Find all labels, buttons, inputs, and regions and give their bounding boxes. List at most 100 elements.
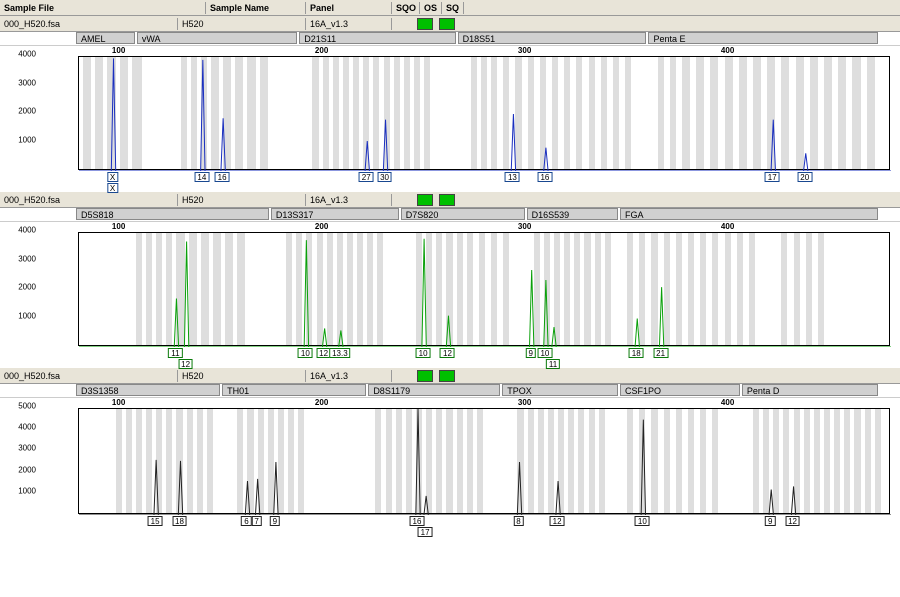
locus-label[interactable]: CSF1PO [620, 384, 740, 396]
y-axis-tick: 2000 [18, 283, 36, 292]
sqo-status-empty [395, 18, 411, 30]
y-axis-tick: 4000 [18, 226, 36, 235]
quality-indicator [417, 18, 433, 30]
meta-sample-file: 000_H520.fsa [0, 18, 178, 30]
quality-indicator [417, 194, 433, 206]
allele-call[interactable]: 16 [215, 172, 230, 182]
y-axis-tick: 3000 [18, 254, 36, 263]
meta-panel: 16A_v1.3 [306, 370, 392, 382]
locus-label[interactable]: AMEL [76, 32, 135, 44]
y-axis-tick: 2000 [18, 107, 36, 116]
quality-indicator [439, 18, 455, 30]
allele-call[interactable]: 11 [546, 359, 560, 369]
locus-label[interactable]: vWA [137, 32, 297, 44]
trace-line [79, 233, 891, 347]
locus-label[interactable]: D21S11 [299, 32, 455, 44]
allele-call[interactable]: X [107, 172, 118, 182]
y-axis-tick: 2000 [18, 465, 36, 474]
allele-call[interactable]: X [107, 183, 118, 193]
allele-call[interactable]: 10 [416, 348, 431, 358]
x-axis-tick: 400 [721, 398, 734, 407]
x-axis-tick: 300 [518, 398, 531, 407]
allele-call[interactable]: 17 [765, 172, 780, 182]
allele-call[interactable]: 10 [537, 348, 552, 358]
locus-header-row: AMELvWAD21S11D18S51Penta E [0, 32, 900, 46]
col-sq[interactable]: SQ [442, 2, 464, 14]
plot-area[interactable] [78, 56, 890, 170]
allele-call[interactable]: 12 [440, 348, 455, 358]
locus-label[interactable]: FGA [620, 208, 878, 220]
plot-area[interactable] [78, 408, 890, 514]
sample-meta-row: 000_H520.fsaH52016A_v1.3 [0, 192, 900, 208]
plot-area[interactable] [78, 232, 890, 346]
electropherogram-panel: 000_H520.fsaH52016A_v1.3D3S1358TH01D8S11… [0, 368, 900, 530]
allele-call[interactable]: 27 [359, 172, 374, 182]
locus-label[interactable]: TPOX [502, 384, 618, 396]
quality-indicator [439, 370, 455, 382]
chart-area[interactable]: 1002003004001000200030004000500015186791… [40, 398, 890, 530]
locus-label[interactable]: D3S1358 [76, 384, 220, 396]
y-axis-tick: 3000 [18, 444, 36, 453]
locus-header-row: D3S1358TH01D8S1179TPOXCSF1POPenta D [0, 384, 900, 398]
x-axis-tick: 400 [721, 222, 734, 231]
allele-call[interactable]: 9 [765, 516, 775, 526]
locus-label[interactable]: D13S317 [271, 208, 399, 220]
locus-label[interactable]: Penta E [648, 32, 877, 44]
col-panel[interactable]: Panel [306, 2, 392, 14]
col-os[interactable]: OS [420, 2, 442, 14]
allele-call[interactable]: 20 [797, 172, 812, 182]
allele-call[interactable]: 6 [241, 516, 251, 526]
y-axis-tick: 1000 [18, 311, 36, 320]
sample-meta-row: 000_H520.fsaH52016A_v1.3 [0, 368, 900, 384]
locus-label[interactable]: Penta D [742, 384, 878, 396]
allele-call[interactable]: 10 [298, 348, 313, 358]
y-axis-tick: 4000 [18, 50, 36, 59]
allele-call[interactable]: 7 [251, 516, 261, 526]
allele-call[interactable]: 12 [550, 516, 565, 526]
meta-sample-file: 000_H520.fsa [0, 194, 178, 206]
x-axis-tick: 300 [518, 46, 531, 55]
allele-call[interactable]: 16 [537, 172, 552, 182]
allele-call[interactable]: 10 [635, 516, 650, 526]
y-axis-tick: 1000 [18, 135, 36, 144]
quality-indicator [439, 194, 455, 206]
allele-call[interactable]: 17 [418, 527, 433, 537]
chart-area[interactable]: 1002003004001000200030004000XX1416273013… [40, 46, 890, 186]
allele-call[interactable]: 9 [270, 516, 280, 526]
allele-call[interactable]: 18 [172, 516, 187, 526]
trace-line [79, 57, 891, 171]
allele-call[interactable]: 21 [653, 348, 668, 358]
allele-call[interactable]: 8 [513, 516, 523, 526]
allele-call[interactable]: 12 [785, 516, 800, 526]
col-sqo[interactable]: SQO [392, 2, 420, 14]
locus-label[interactable]: D5S818 [76, 208, 269, 220]
sqo-status-empty [395, 370, 411, 382]
x-axis-tick: 300 [518, 222, 531, 231]
locus-label[interactable]: D7S820 [401, 208, 525, 220]
x-axis-tick: 200 [315, 46, 328, 55]
col-sample-name[interactable]: Sample Name [206, 2, 306, 14]
col-sample-file[interactable]: Sample File [0, 2, 206, 14]
allele-call[interactable]: 9 [525, 348, 535, 358]
allele-call[interactable]: 16 [410, 516, 425, 526]
y-axis-tick: 3000 [18, 78, 36, 87]
allele-call[interactable]: 14 [194, 172, 209, 182]
allele-call[interactable]: 18 [629, 348, 644, 358]
sample-meta-row: 000_H520.fsaH52016A_v1.3 [0, 16, 900, 32]
y-axis-tick: 1000 [18, 486, 36, 495]
allele-call[interactable]: 30 [377, 172, 392, 182]
locus-label[interactable]: TH01 [222, 384, 366, 396]
sqo-status-empty [395, 194, 411, 206]
locus-label[interactable]: D8S1179 [368, 384, 500, 396]
allele-call[interactable]: 11 [168, 348, 182, 358]
chart-area[interactable]: 10020030040010002000300040001112101213.3… [40, 222, 890, 362]
locus-label[interactable]: D18S51 [458, 32, 647, 44]
x-axis-tick: 200 [315, 222, 328, 231]
allele-call[interactable]: 12 [178, 359, 193, 369]
meta-sample-name: H520 [178, 18, 306, 30]
locus-label[interactable]: D16S539 [527, 208, 618, 220]
allele-call[interactable]: 13.3 [329, 348, 351, 358]
allele-call[interactable]: 15 [148, 516, 163, 526]
allele-call[interactable]: 13 [505, 172, 520, 182]
meta-sample-name: H520 [178, 194, 306, 206]
